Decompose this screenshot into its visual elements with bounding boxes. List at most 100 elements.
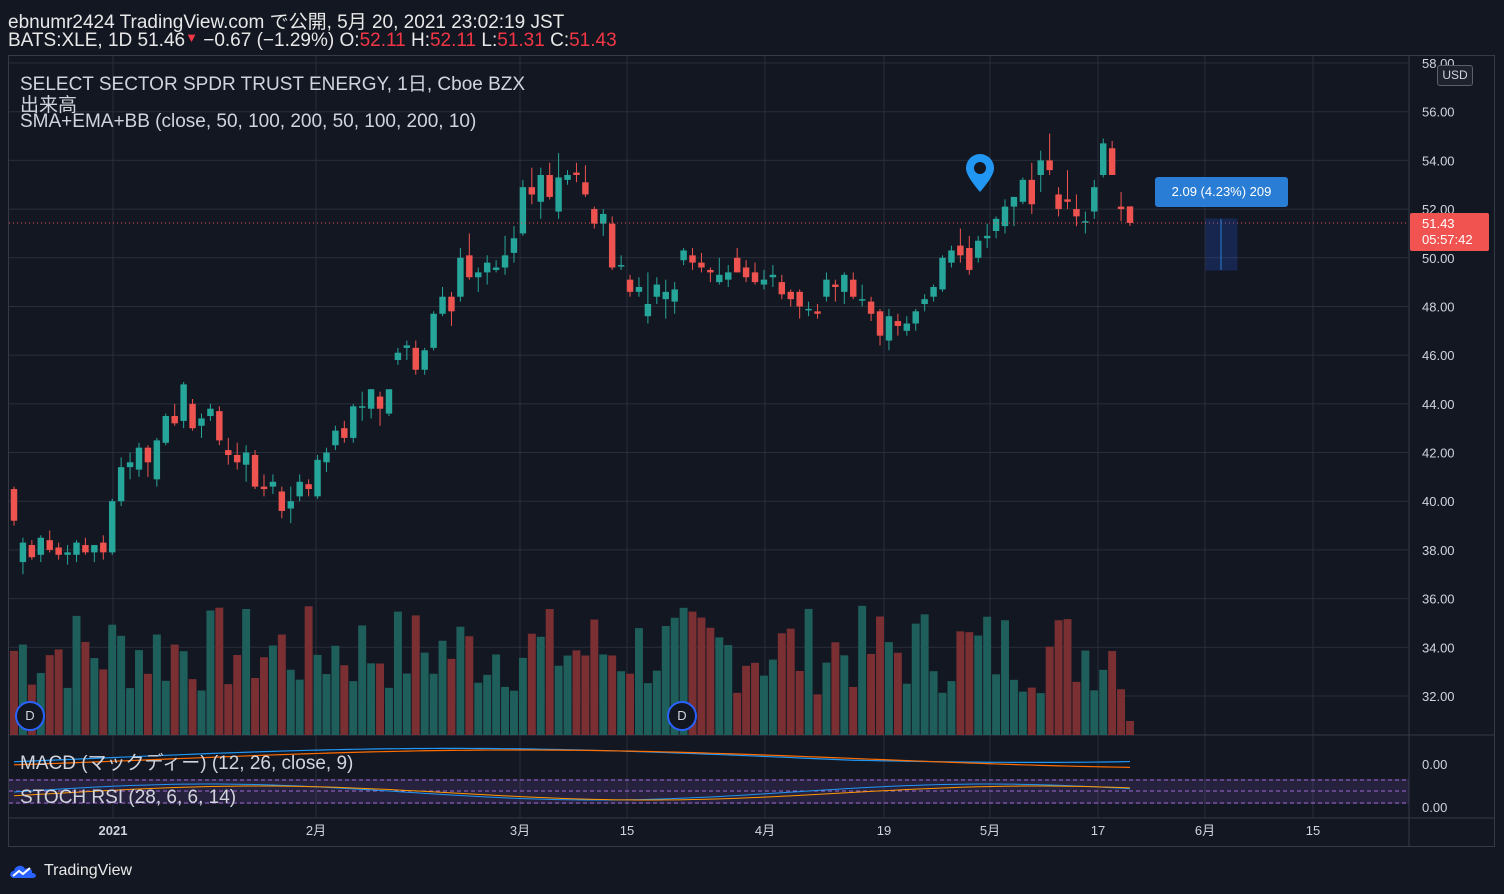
candle-body — [1019, 179, 1027, 202]
candle-body — [457, 257, 464, 297]
volume-bar — [688, 611, 697, 735]
open-value: 52.11 — [359, 30, 406, 51]
volume-bar — [599, 654, 608, 735]
price-axis: 58.0056.0054.0052.0050.0048.0046.0044.00… — [1422, 56, 1455, 704]
volume-bar — [831, 642, 840, 735]
candle-body — [323, 452, 330, 463]
macd-signal-line — [13, 749, 1131, 768]
candle-body — [394, 352, 402, 361]
volume-bar — [81, 641, 90, 735]
candle-body — [653, 284, 661, 297]
candle-body — [492, 267, 500, 270]
candle-body — [716, 274, 723, 283]
open-label: O: — [339, 30, 360, 51]
volume-bar — [1126, 721, 1134, 735]
stoch-legend: STOCH RSI (28, 6, 6, 14) — [20, 787, 237, 808]
volume-bar — [1018, 691, 1027, 735]
candle-body — [55, 547, 62, 555]
dividend-badge[interactable]: D — [15, 701, 45, 731]
volume-bar — [268, 645, 277, 735]
volume-bar — [965, 632, 974, 735]
volume-bar — [260, 657, 268, 735]
candle-body — [555, 177, 562, 212]
down-arrow-icon: ▼ — [185, 30, 198, 45]
volume-bar — [992, 674, 1001, 735]
candle-body — [903, 323, 911, 331]
volume-bar — [465, 636, 474, 735]
volume-bar — [536, 636, 545, 735]
candle-body — [144, 447, 152, 463]
candles — [9, 133, 1409, 575]
time-tick-label: 15 — [620, 823, 634, 838]
candle-body — [850, 279, 857, 297]
candle-body — [341, 428, 348, 438]
candle-body — [832, 284, 839, 287]
macd-tick-label: 0.00 — [1422, 757, 1447, 772]
volume-bar — [117, 635, 126, 735]
volume-bar — [938, 692, 947, 735]
volume-bar — [206, 610, 215, 735]
candle-body — [10, 489, 18, 521]
candle-body — [573, 172, 580, 175]
candle-body — [510, 238, 518, 253]
volume-bar — [474, 682, 483, 735]
volume-bar — [143, 673, 152, 735]
candle-body — [19, 542, 27, 563]
volume-bar — [45, 655, 54, 735]
time-tick-label: 6月 — [1195, 823, 1215, 838]
price-tick-label: 44.00 — [1422, 397, 1455, 412]
candle-body — [930, 286, 937, 297]
price-tick-label: 42.00 — [1422, 446, 1455, 461]
close-label: C: — [550, 30, 570, 51]
volume-bar — [670, 617, 679, 735]
candle-body — [117, 467, 125, 502]
low-value: 51.31 — [497, 30, 545, 51]
currency-button[interactable]: USD — [1437, 65, 1473, 86]
candle-body — [126, 462, 134, 468]
volume-bar — [188, 679, 197, 735]
candle-body — [1091, 187, 1098, 212]
tradingview-logo[interactable]: TradingView — [8, 860, 132, 882]
volume-bar — [1063, 619, 1072, 735]
candle-body — [501, 255, 509, 268]
volume-bar — [795, 670, 804, 735]
volume-bar — [608, 655, 617, 735]
candle-body — [242, 452, 250, 465]
candle-body — [519, 187, 527, 234]
candle-body — [1073, 209, 1080, 217]
candle-body — [564, 174, 571, 180]
candle-body — [475, 272, 482, 278]
volume-bar — [893, 652, 902, 735]
price-tick-label: 32.00 — [1422, 689, 1455, 704]
candle-body — [1055, 194, 1062, 210]
candle-body — [207, 408, 214, 417]
candle-body — [1100, 143, 1107, 175]
volume-bar — [1117, 689, 1126, 735]
volume-bar — [483, 674, 492, 735]
volume-bar — [510, 690, 518, 735]
volume-bar — [652, 670, 661, 735]
candle-body — [260, 486, 268, 490]
candle-body — [225, 450, 232, 455]
price-tick-label: 38.00 — [1422, 543, 1455, 558]
candle-body — [358, 406, 366, 408]
indicator-panes: 0.00 0.00 — [9, 747, 1447, 815]
candle-body — [412, 347, 419, 370]
candle-body — [189, 403, 196, 429]
volume-bar — [545, 609, 554, 735]
volume-bar — [277, 634, 286, 735]
candle-body — [983, 235, 991, 239]
volume-bar — [90, 658, 99, 735]
volume-bar — [215, 607, 224, 735]
candle-body — [725, 272, 732, 280]
volume-bar — [911, 623, 920, 735]
dividend-badge[interactable]: D — [667, 701, 697, 731]
volume-bar — [1001, 620, 1009, 735]
candle-body — [37, 537, 44, 555]
volume-bar — [161, 680, 170, 735]
candle-body — [546, 174, 553, 197]
candle-body — [939, 257, 946, 290]
volume-bar — [697, 617, 706, 735]
time-tick-label: 5月 — [980, 823, 1000, 838]
